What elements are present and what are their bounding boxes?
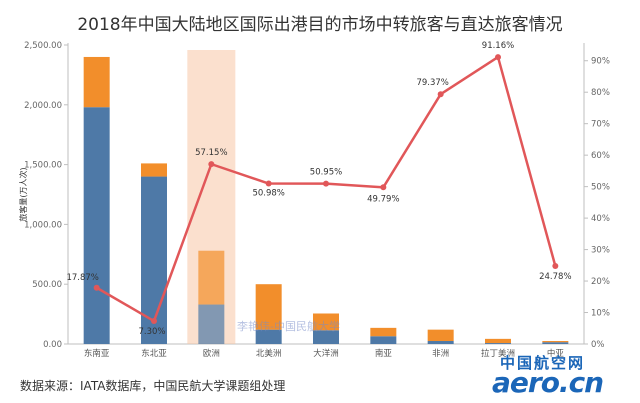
bar-upper	[255, 284, 282, 330]
ratio-point	[380, 184, 387, 191]
y2-tick-label: 30%	[591, 246, 610, 256]
bar-lower	[83, 107, 110, 344]
ratio-point	[495, 54, 501, 61]
site-watermark: 中国航空网 aero.cn	[492, 352, 632, 399]
bar-lower	[370, 336, 397, 344]
y2-tick-label: 40%	[591, 214, 610, 224]
ratio-point	[208, 161, 215, 168]
ratio-point	[437, 91, 444, 98]
ratio-data-label: 17.87%	[66, 273, 98, 283]
ratio-data-label: 24.78%	[539, 272, 571, 282]
y-tick-label: 1,000.00	[24, 220, 62, 230]
bar-upper	[370, 327, 397, 337]
ratio-point	[93, 284, 100, 291]
y2-tick-label: 20%	[591, 277, 610, 287]
ratio-data-label: 49.79%	[367, 194, 399, 204]
watermark-cn-text: 中国航空网	[500, 354, 586, 372]
bar-lower	[255, 329, 282, 344]
bar-lower	[485, 343, 511, 344]
axes: 0.00 500.00 1,000.00 1,500.00 2,000.00 2,500.…	[18, 41, 610, 350]
ratio-data-label: 50.98%	[252, 189, 284, 199]
ratio-point	[151, 318, 157, 325]
bar-upper	[141, 163, 167, 177]
bar-lower	[427, 341, 454, 344]
y-tick-label: 2,000.00	[24, 101, 62, 111]
y2-tick-label: 60%	[591, 151, 610, 161]
ratio-data-label: 7.30%	[138, 327, 165, 337]
y2-tick-label: 90%	[591, 57, 610, 67]
bar-upper	[542, 341, 569, 343]
bar-upper	[313, 313, 339, 331]
ratio-data-label: 91.16%	[482, 41, 514, 51]
x-tick-label: 东北亚	[141, 348, 167, 359]
y2-tick-label: 80%	[591, 88, 610, 98]
y2-tick-label: 70%	[591, 120, 610, 130]
ratio-point	[265, 180, 272, 187]
chart-title: 2018年中国大陆地区国际出港目的市场中转旅客与直达旅客情况	[77, 15, 563, 35]
y-tick-label: 500.00	[32, 280, 62, 290]
x-tick-label: 非洲	[432, 348, 449, 359]
source-note: 数据来源：IATA数据库，中国民航大学课题组处理	[20, 379, 286, 393]
x-tick-label: 南亚	[375, 348, 393, 359]
overlay-credit: 李艳伟-中国民航大学	[237, 320, 340, 333]
ratio-line	[93, 54, 559, 325]
labels: 17.87% 7.30% 57.15% 50.98% 50.95% 49.79% 79.37…	[66, 41, 571, 337]
y2-tick-label: 0%	[591, 340, 605, 350]
bar-upper	[427, 329, 454, 342]
x-tick-label: 东南亚	[84, 348, 110, 359]
x-tick-label: 大洋洲	[313, 348, 339, 359]
x-tick-label: 北美洲	[256, 348, 282, 359]
ratio-data-label: 57.15%	[195, 148, 227, 158]
bar-lower	[313, 330, 339, 344]
bar-upper	[198, 250, 225, 305]
y2-tick-label: 10%	[591, 309, 610, 319]
bar-upper	[485, 338, 511, 344]
x-tick-label: 中亚	[547, 348, 565, 359]
bar-lower	[198, 304, 225, 344]
ratio-data-label: 50.95%	[310, 168, 342, 178]
watermark-domain-text: aero.cn	[492, 366, 604, 399]
bar-upper	[83, 56, 110, 108]
ratio-data-label: 79.37%	[416, 78, 448, 88]
bar-lower	[542, 342, 569, 344]
y-tick-label: 0.00	[43, 340, 62, 350]
y-axis-title: 旅客量(万人次)	[18, 167, 28, 221]
y2-tick-label: 50%	[591, 183, 610, 193]
y-tick-label: 1,500.00	[24, 161, 62, 171]
ratio-point	[323, 180, 329, 187]
ratio-point	[552, 263, 559, 270]
x-tick-label: 欧洲	[203, 348, 220, 359]
y-tick-label: 2,500.00	[24, 41, 62, 51]
x-tick-label: 拉丁美洲	[481, 348, 515, 359]
